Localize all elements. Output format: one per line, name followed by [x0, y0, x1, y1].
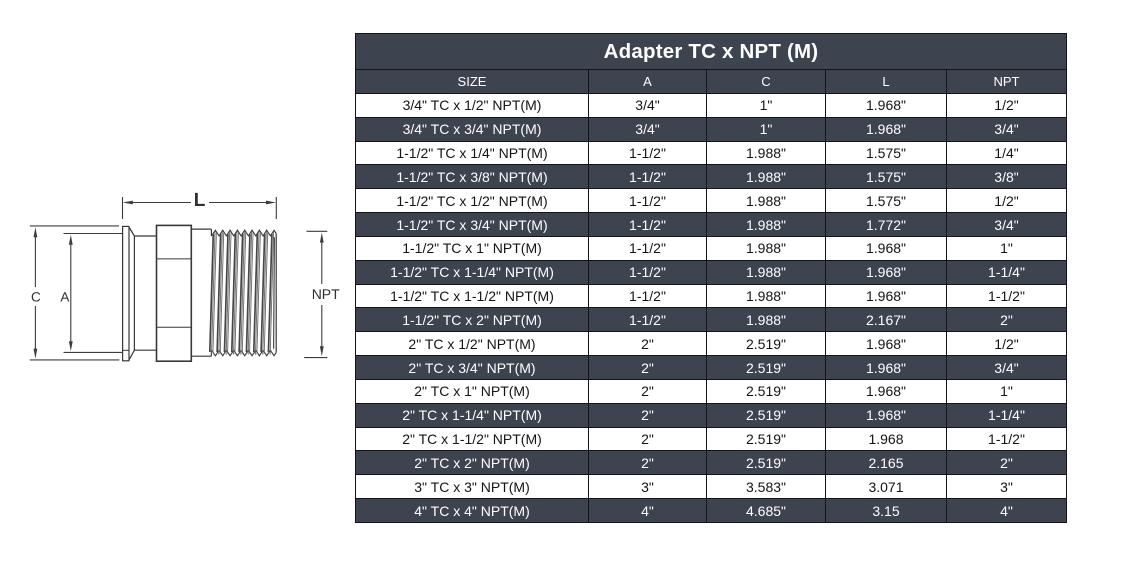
svg-text:A: A	[60, 290, 69, 305]
svg-text:C: C	[31, 290, 41, 305]
svg-text:NPT: NPT	[312, 286, 340, 302]
svg-text:L: L	[194, 190, 206, 211]
